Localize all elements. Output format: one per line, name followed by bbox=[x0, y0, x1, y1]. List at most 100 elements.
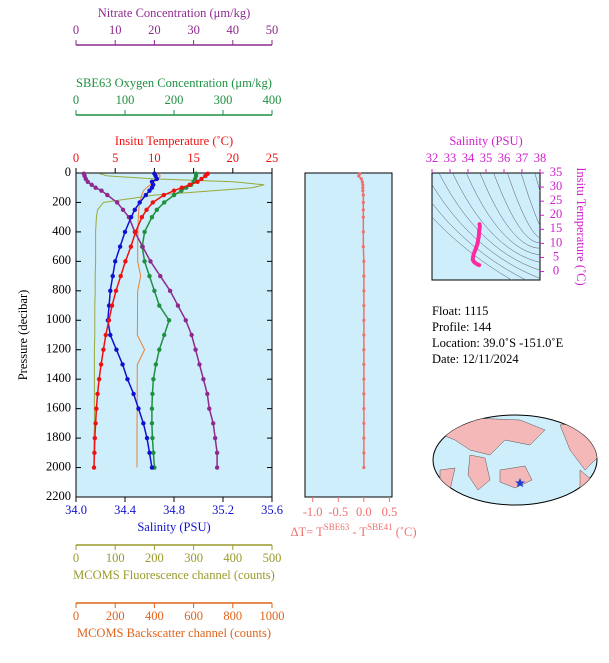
data-point bbox=[199, 176, 204, 182]
y-tick-label: 15 bbox=[550, 221, 563, 235]
data-point bbox=[362, 259, 366, 263]
x-axis-title: Salinity (PSU) bbox=[449, 134, 522, 148]
series-line bbox=[93, 173, 209, 468]
data-point bbox=[136, 406, 141, 411]
x-tick-label: 400 bbox=[263, 93, 282, 107]
x-tick-label: 0 bbox=[73, 93, 79, 107]
axis-title: Nitrate Concentration (μm/kg) bbox=[98, 6, 251, 20]
data-point bbox=[183, 318, 188, 323]
data-point bbox=[106, 318, 112, 323]
axis-title: MCOMS Backscatter channel (counts) bbox=[77, 626, 271, 640]
ts-curve bbox=[470, 222, 482, 268]
axis-title: MCOMS Fluorescence channel (counts) bbox=[73, 568, 275, 582]
y-tick-label: 800 bbox=[52, 283, 71, 297]
data-point bbox=[154, 176, 160, 182]
data-point bbox=[147, 273, 152, 279]
x-tick-label: 34.8 bbox=[163, 503, 185, 517]
x-tick-label: 36 bbox=[498, 151, 511, 165]
x-tick-label: -1.0 bbox=[303, 505, 323, 519]
x-tick-label: 37 bbox=[516, 151, 529, 165]
data-point bbox=[118, 273, 123, 279]
x-tick-label: 40 bbox=[227, 23, 240, 37]
x-tick-label: 600 bbox=[184, 609, 203, 623]
axis-title: Salinity (PSU) bbox=[137, 520, 210, 534]
data-point bbox=[149, 185, 155, 190]
data-point bbox=[361, 208, 365, 212]
density-contour bbox=[432, 183, 540, 279]
x-tick-label: 20 bbox=[227, 151, 240, 165]
data-point bbox=[153, 362, 159, 367]
y-tick-label: 1000 bbox=[46, 312, 71, 326]
data-point bbox=[150, 200, 156, 205]
data-point bbox=[357, 174, 361, 178]
x-tick-label: 100 bbox=[116, 93, 135, 107]
data-point bbox=[133, 229, 138, 235]
x-tick-label: 38 bbox=[534, 151, 547, 165]
data-point bbox=[85, 179, 90, 185]
y-tick-label: 1800 bbox=[46, 430, 71, 444]
data-point bbox=[149, 421, 155, 426]
data-point bbox=[96, 376, 102, 382]
data-point bbox=[120, 362, 125, 367]
density-contour bbox=[479, 173, 540, 249]
data-point bbox=[362, 421, 366, 425]
data-point bbox=[122, 229, 128, 235]
x-tick-label: 10 bbox=[109, 23, 122, 37]
data-point bbox=[143, 192, 149, 198]
y-tick-label: 20 bbox=[550, 207, 563, 221]
data-point bbox=[98, 362, 104, 367]
data-point bbox=[167, 288, 173, 294]
data-point bbox=[142, 259, 147, 264]
data-point bbox=[362, 318, 366, 322]
data-point bbox=[93, 185, 98, 190]
x-tick-label: 0 bbox=[73, 151, 79, 165]
data-point bbox=[361, 193, 365, 197]
data-point bbox=[162, 332, 167, 338]
data-point bbox=[362, 348, 366, 352]
x-tick-label: 200 bbox=[106, 609, 125, 623]
data-point bbox=[361, 245, 365, 249]
y-tick-label: 35 bbox=[550, 165, 563, 179]
series-line bbox=[93, 173, 265, 468]
data-point bbox=[144, 207, 149, 213]
axis-title-part: ΔT= T bbox=[290, 525, 324, 539]
data-point bbox=[152, 288, 157, 294]
data-point bbox=[361, 230, 365, 234]
data-point bbox=[92, 435, 98, 441]
data-point bbox=[151, 376, 156, 382]
data-point bbox=[99, 188, 104, 193]
data-point bbox=[362, 362, 366, 367]
density-contour bbox=[493, 173, 540, 243]
data-point bbox=[157, 303, 162, 308]
series-line bbox=[83, 173, 218, 468]
data-point bbox=[179, 185, 185, 190]
data-point bbox=[142, 229, 147, 235]
data-point bbox=[105, 192, 110, 198]
x-tick-label: 5 bbox=[112, 151, 118, 165]
data-point bbox=[207, 406, 212, 411]
data-point bbox=[362, 377, 366, 381]
data-point bbox=[93, 421, 98, 426]
x-tick-label: 400 bbox=[145, 609, 164, 623]
density-contours bbox=[432, 173, 540, 280]
y-tick-label: 5 bbox=[553, 249, 559, 263]
x-tick-label: 300 bbox=[214, 93, 233, 107]
data-point bbox=[128, 214, 134, 220]
data-point bbox=[205, 391, 210, 397]
x-tick-label: 35.2 bbox=[212, 503, 234, 517]
data-point bbox=[108, 332, 113, 338]
data-point bbox=[140, 244, 145, 249]
density-contour bbox=[534, 173, 540, 193]
y-tick-label: 2200 bbox=[46, 489, 71, 503]
density-contour bbox=[432, 202, 527, 280]
data-point bbox=[141, 421, 146, 426]
x-tick-label: 34.0 bbox=[65, 503, 87, 517]
axis-title-part: SBE63 bbox=[324, 522, 350, 532]
data-point bbox=[361, 186, 365, 190]
axis-title-part: (˚C) bbox=[393, 525, 417, 539]
series-line bbox=[136, 173, 161, 468]
info-line: Profile: 144 bbox=[432, 320, 492, 334]
x-tick-label: 0.0 bbox=[356, 505, 372, 519]
data-point bbox=[361, 189, 365, 193]
y-tick-label: 30 bbox=[550, 179, 563, 193]
